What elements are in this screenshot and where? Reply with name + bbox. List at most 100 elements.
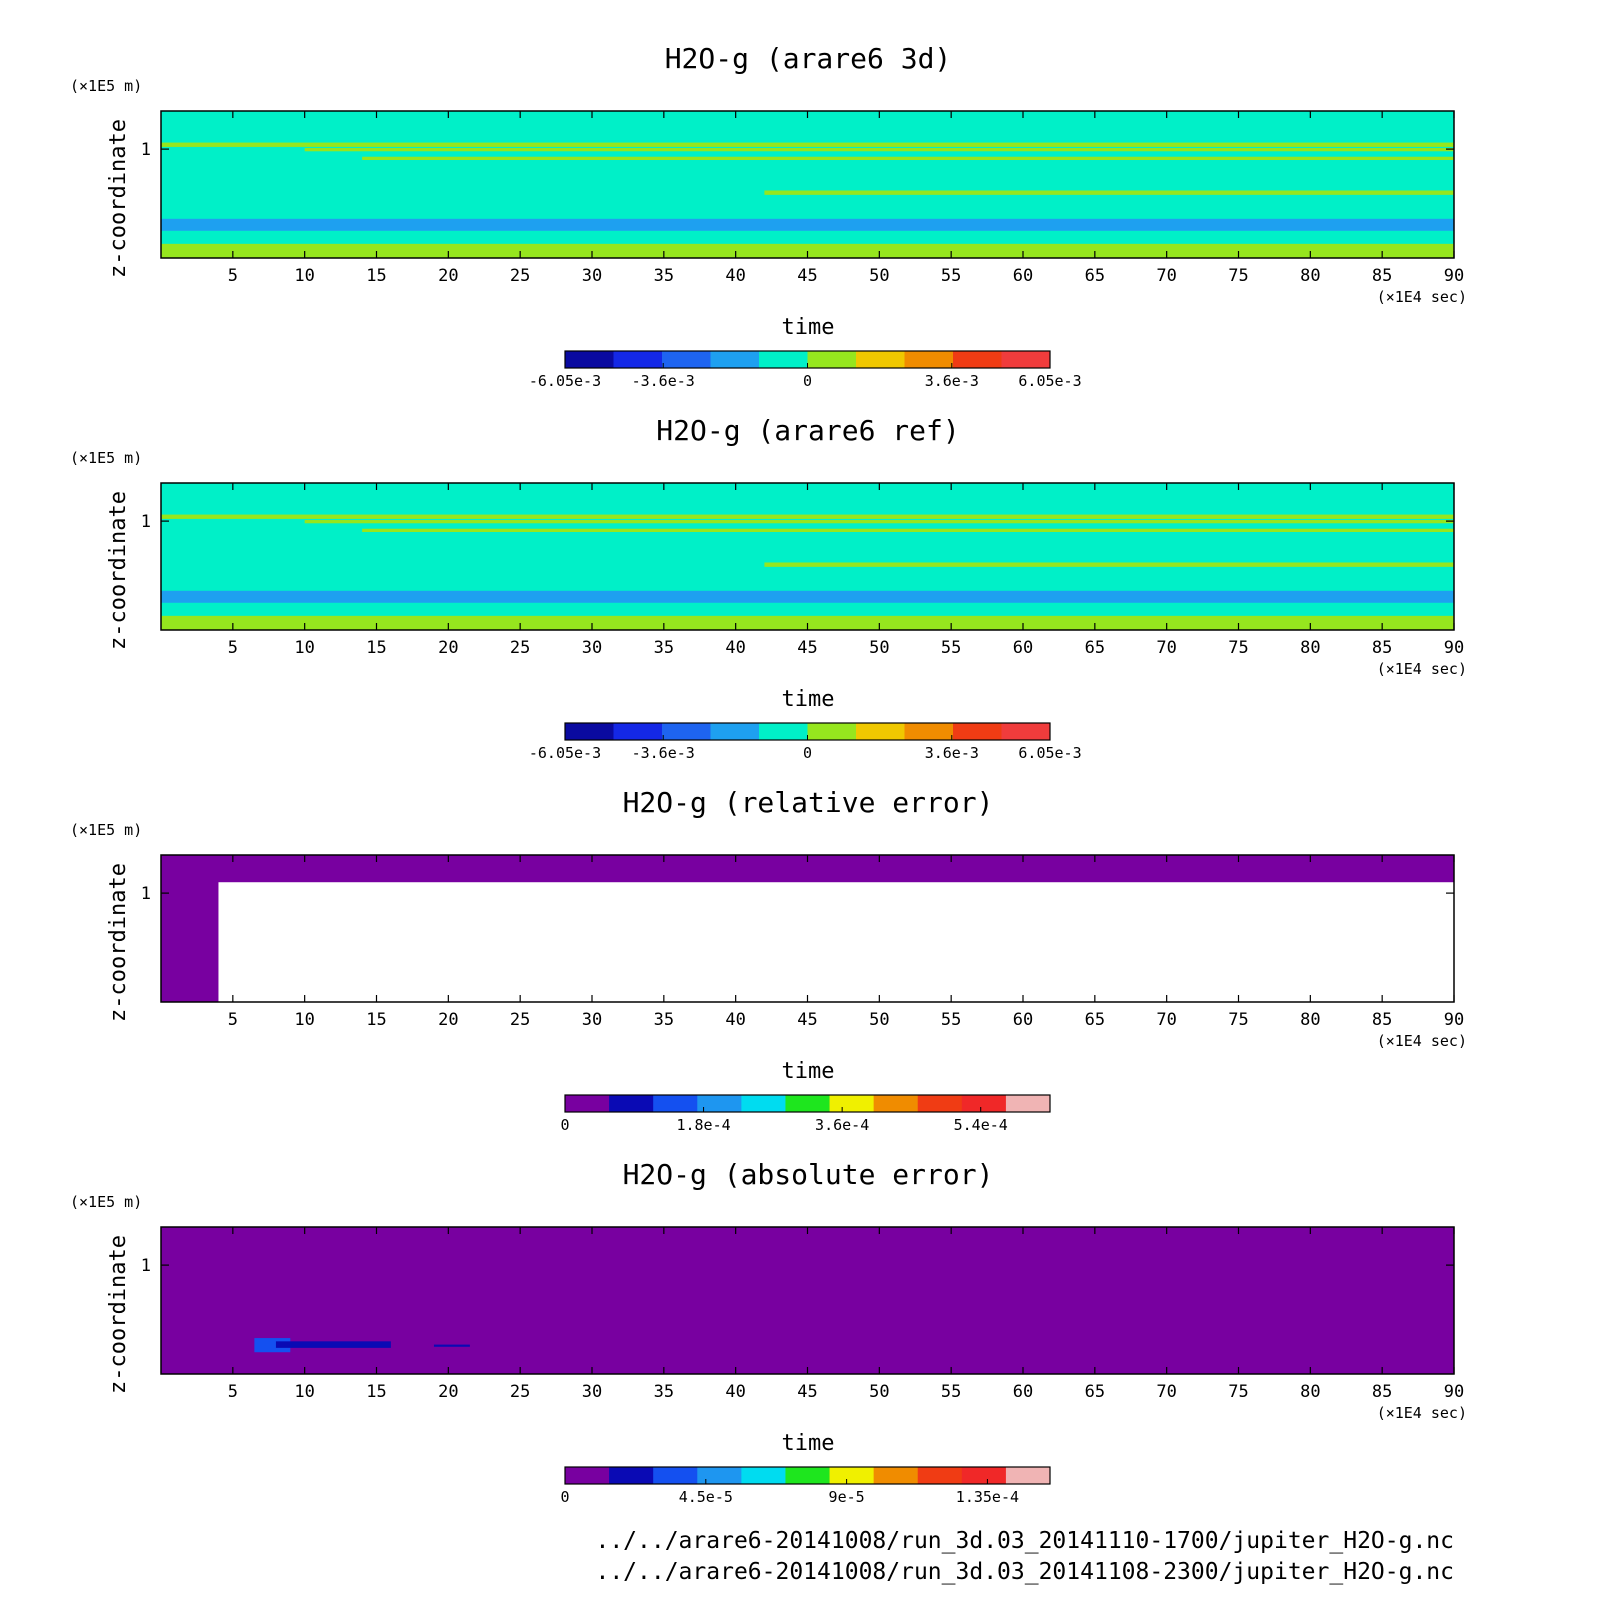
- colorbar-label: 5.4e-4: [954, 1116, 1008, 1134]
- y-axis-label: z-coordinate: [106, 491, 131, 650]
- colorbar-swatch: [904, 351, 954, 368]
- x-axis-label: time: [782, 1431, 835, 1456]
- colorbar-swatch: [759, 351, 808, 368]
- x-tick-label: 80: [1300, 266, 1320, 286]
- x-tick-label: 40: [725, 1382, 745, 1402]
- colorbar-swatch: [1005, 1095, 1051, 1112]
- y-axis-label: z-coordinate: [106, 119, 131, 278]
- plot-background: [161, 483, 1454, 630]
- colorbar-label: 0: [803, 372, 812, 390]
- colorbar-swatch: [697, 1095, 742, 1112]
- data-band-1: [161, 218, 1454, 231]
- colorbar-swatch: [662, 351, 711, 368]
- y-tick-label: 1: [141, 140, 151, 160]
- x-tick-label: 90: [1444, 1382, 1464, 1402]
- footer-path-1: ../../arare6-20141008/run_3d.03_20141110…: [595, 1528, 1454, 1554]
- x-unit-label: (×1E4 sec): [1377, 1404, 1467, 1422]
- colorbar-label: 3.6e-3: [925, 372, 979, 390]
- panel-2: H2O-g (arare6 ref) (×1E5 m) z-coordinate 5 1…: [70, 414, 1467, 762]
- colorbar-swatch: [613, 351, 663, 368]
- colorbar-swatch: [917, 1467, 963, 1484]
- colorbar-swatch: [961, 1095, 1007, 1112]
- y-unit-label: (×1E5 m): [70, 821, 142, 839]
- data-band-4: [304, 148, 1455, 152]
- colorbar-swatch: [953, 723, 1002, 740]
- x-tick-label: 70: [1156, 266, 1176, 286]
- colorbar-swatch: [741, 1467, 786, 1484]
- panel-3: H2O-g (relative error) (×1E5 m) z-coordina…: [70, 786, 1467, 1134]
- x-tick-label: 30: [582, 1382, 602, 1402]
- x-tick-label: 15: [366, 1010, 386, 1030]
- colorbar-label: 6.05e-3: [1018, 372, 1081, 390]
- data-band-3: [161, 142, 1454, 147]
- colorbar-swatch: [1005, 1467, 1051, 1484]
- x-tick-label: 80: [1300, 1010, 1320, 1030]
- x-tick-label: 70: [1156, 1382, 1176, 1402]
- x-tick-label: 25: [510, 266, 530, 286]
- colorbar-label: 1.35e-4: [956, 1488, 1019, 1506]
- y-unit-label: (×1E5 m): [70, 1193, 142, 1211]
- data-band-5: [362, 156, 1455, 160]
- x-tick-label: 20: [438, 1010, 458, 1030]
- x-tick-label: 45: [797, 1010, 817, 1030]
- x-tick-label: 25: [510, 1382, 530, 1402]
- x-tick-label: 70: [1156, 638, 1176, 658]
- colorbar-swatch: [697, 1467, 742, 1484]
- data-band-2: [161, 615, 1454, 630]
- x-tick-label: 35: [654, 1382, 674, 1402]
- colorbar-swatch: [785, 1095, 831, 1112]
- x-tick-label: 20: [438, 1382, 458, 1402]
- x-tick-label: 50: [869, 1382, 889, 1402]
- colorbar-label: 0: [560, 1488, 569, 1506]
- colorbar-frame: [564, 1094, 1051, 1113]
- colorbar-swatch: [565, 723, 614, 740]
- colorbar-swatch: [873, 1095, 919, 1112]
- x-unit-label: (×1E4 sec): [1377, 1032, 1467, 1050]
- y-axis-label: z-coordinate: [106, 863, 131, 1022]
- x-tick-label: 85: [1372, 1010, 1392, 1030]
- x-unit-label: (×1E4 sec): [1377, 660, 1467, 678]
- data-band-6: [764, 562, 1454, 567]
- x-tick-label: 65: [1085, 638, 1105, 658]
- colorbar-swatch: [1001, 351, 1051, 368]
- x-tick-label: 50: [869, 638, 889, 658]
- x-tick-label: 55: [941, 1010, 961, 1030]
- colorbar-swatch: [609, 1095, 654, 1112]
- x-tick-label: 75: [1228, 638, 1248, 658]
- colorbar-swatch: [829, 1467, 875, 1484]
- x-tick-label: 45: [797, 1382, 817, 1402]
- data-band-4: [304, 520, 1455, 524]
- colorbar-swatch: [829, 1095, 875, 1112]
- x-tick-label: 45: [797, 266, 817, 286]
- x-tick-label: 75: [1228, 1382, 1248, 1402]
- colorbar-swatch: [785, 1467, 831, 1484]
- colorbar-label: 1.8e-4: [676, 1116, 730, 1134]
- y-unit-label: (×1E5 m): [70, 449, 142, 467]
- x-tick-label: 5: [228, 266, 238, 286]
- colorbar-swatch: [710, 351, 760, 368]
- x-tick-label: 50: [869, 1010, 889, 1030]
- data-band-1: [161, 590, 1454, 603]
- colorbar-label: 0: [803, 744, 812, 762]
- data-band-2: [161, 243, 1454, 258]
- colorbar-label: 3.6e-3: [925, 744, 979, 762]
- x-tick-label: 20: [438, 266, 458, 286]
- x-tick-label: 40: [725, 1010, 745, 1030]
- x-axis-label: time: [782, 687, 835, 712]
- chart-title: H2O-g (relative error): [623, 786, 994, 819]
- data-band-3: [433, 1344, 470, 1347]
- chart-title: H2O-g (arare6 ref): [656, 414, 959, 447]
- colorbar-frame: [564, 1466, 1051, 1485]
- panel-4: H2O-g (absolute error) (×1E5 m) z-coordina…: [70, 1158, 1467, 1506]
- x-tick-label: 90: [1444, 1010, 1464, 1030]
- colorbar-label: -6.05e-3: [529, 744, 601, 762]
- x-tick-label: 35: [654, 1010, 674, 1030]
- data-band-5: [362, 528, 1455, 532]
- x-tick-label: 15: [366, 638, 386, 658]
- colorbar-label: 3.6e-4: [815, 1116, 869, 1134]
- colorbar-swatch: [759, 723, 808, 740]
- data-band-2: [161, 855, 219, 1002]
- x-tick-label: 60: [1013, 1010, 1033, 1030]
- panel-1: H2O-g (arare6 3d)(×1E5 m)z-coordinate 5 10…: [70, 42, 1467, 390]
